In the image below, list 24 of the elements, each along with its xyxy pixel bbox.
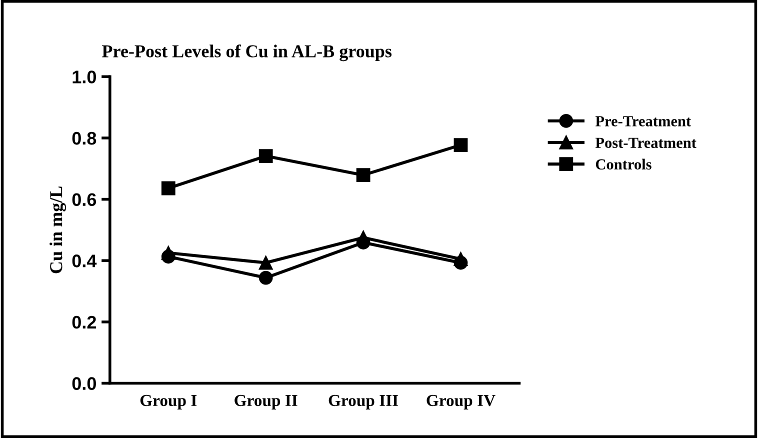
y-tick-label: 0.8 bbox=[72, 132, 96, 145]
point bbox=[454, 256, 468, 270]
point bbox=[258, 270, 273, 285]
legend-label: Controls bbox=[596, 158, 652, 170]
y-tick-label: 0.6 bbox=[72, 193, 96, 206]
y-axis-title: Cu in mg/L bbox=[50, 186, 66, 274]
x-tick-label: Group IV bbox=[426, 394, 496, 410]
y-tick-label: 0.2 bbox=[72, 316, 96, 329]
point bbox=[454, 138, 468, 152]
point bbox=[356, 168, 370, 182]
point bbox=[258, 256, 273, 270]
x-tick-label: Group I bbox=[140, 394, 197, 410]
point bbox=[356, 236, 370, 250]
x-tick-label: Group II bbox=[234, 394, 298, 410]
y-tick-label: 1.0 bbox=[72, 70, 96, 84]
y-tick-label: 0.4 bbox=[72, 254, 97, 268]
x-tick-label: Group III bbox=[328, 394, 398, 410]
point bbox=[161, 250, 176, 264]
point bbox=[161, 181, 176, 196]
chart-title: Pre-Post Levels of Cu in AL-B groups bbox=[102, 44, 392, 62]
y-tick-label: 0.0 bbox=[72, 377, 96, 390]
legend-label: Post-Treatment bbox=[595, 138, 696, 148]
legend-label: Pre-Treatment bbox=[595, 116, 692, 126]
point bbox=[258, 149, 273, 164]
